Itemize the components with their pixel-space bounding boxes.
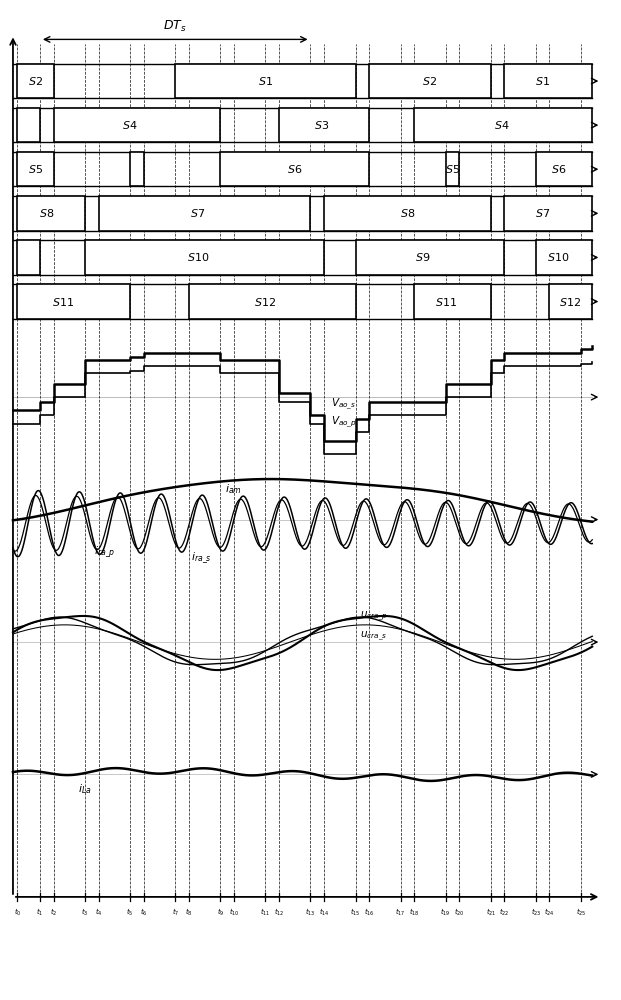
Bar xyxy=(504,196,592,231)
Bar xyxy=(99,196,310,231)
Text: $t_8$: $t_8$ xyxy=(185,907,193,918)
Bar xyxy=(446,152,460,186)
Bar xyxy=(17,196,85,231)
Bar xyxy=(17,64,53,98)
Text: $S4$: $S4$ xyxy=(122,119,138,131)
Bar xyxy=(414,108,592,142)
Text: $t_2$: $t_2$ xyxy=(50,907,57,918)
Text: $S5$: $S5$ xyxy=(445,163,460,175)
Text: $S1$: $S1$ xyxy=(258,75,273,87)
Text: $S12$: $S12$ xyxy=(255,296,276,308)
Text: $S9$: $S9$ xyxy=(415,251,431,263)
Bar xyxy=(414,284,491,319)
Text: $t_{25}$: $t_{25}$ xyxy=(576,907,586,918)
Text: $t_{21}$: $t_{21}$ xyxy=(486,907,496,918)
Bar xyxy=(536,240,592,275)
Text: $u_{cra\_s}$: $u_{cra\_s}$ xyxy=(360,630,388,643)
Bar xyxy=(175,64,356,98)
Text: $t_{22}$: $t_{22}$ xyxy=(499,907,510,918)
Text: $S11$: $S11$ xyxy=(435,296,457,308)
Bar xyxy=(504,64,592,98)
Text: $S3$: $S3$ xyxy=(314,119,329,131)
Text: $DT_s$: $DT_s$ xyxy=(163,19,187,34)
Text: $S6$: $S6$ xyxy=(287,163,302,175)
Text: $S2$: $S2$ xyxy=(422,75,437,87)
Bar xyxy=(53,108,220,142)
Text: $t_{13}$: $t_{13}$ xyxy=(305,907,316,918)
Text: $S6$: $S6$ xyxy=(551,163,566,175)
Text: $S12$: $S12$ xyxy=(559,296,581,308)
Text: $t_{14}$: $t_{14}$ xyxy=(319,907,329,918)
Text: $t_{11}$: $t_{11}$ xyxy=(260,907,271,918)
Bar xyxy=(189,284,356,319)
Text: $i_{La}$: $i_{La}$ xyxy=(78,782,92,796)
Bar xyxy=(324,196,491,231)
Text: $t_{23}$: $t_{23}$ xyxy=(530,907,541,918)
Text: $S11$: $S11$ xyxy=(52,296,74,308)
Text: $t_{12}$: $t_{12}$ xyxy=(274,907,284,918)
Bar xyxy=(17,152,53,186)
Text: $t_{16}$: $t_{16}$ xyxy=(364,907,374,918)
Text: $t_{19}$: $t_{19}$ xyxy=(440,907,451,918)
Text: $S8$: $S8$ xyxy=(400,207,415,219)
Text: $V_{ao\_p}$: $V_{ao\_p}$ xyxy=(331,415,356,430)
Text: $t_9$: $t_9$ xyxy=(217,907,224,918)
Text: $S4$: $S4$ xyxy=(494,119,510,131)
Text: $S7$: $S7$ xyxy=(190,207,206,219)
Text: $S1$: $S1$ xyxy=(535,75,550,87)
Text: $t_{17}$: $t_{17}$ xyxy=(396,907,406,918)
Bar xyxy=(356,240,504,275)
Text: $i_{am}$: $i_{am}$ xyxy=(225,482,242,496)
Bar xyxy=(130,152,143,186)
Text: $S8$: $S8$ xyxy=(39,207,55,219)
Text: $t_5$: $t_5$ xyxy=(127,907,134,918)
Bar xyxy=(369,64,491,98)
Bar xyxy=(279,108,369,142)
Bar xyxy=(220,152,369,186)
Bar xyxy=(17,284,130,319)
Bar xyxy=(17,240,40,275)
Text: $t_0$: $t_0$ xyxy=(14,907,21,918)
Text: $u_{cra\_p}$: $u_{cra\_p}$ xyxy=(360,610,388,623)
Bar xyxy=(550,284,592,319)
Text: $S10$: $S10$ xyxy=(547,251,569,263)
Text: $t_{20}$: $t_{20}$ xyxy=(454,907,465,918)
Text: $t_1$: $t_1$ xyxy=(37,907,43,918)
Text: $t_6$: $t_6$ xyxy=(140,907,148,918)
Text: $t_{24}$: $t_{24}$ xyxy=(544,907,555,918)
Text: $S10$: $S10$ xyxy=(186,251,209,263)
Text: $t_3$: $t_3$ xyxy=(81,907,89,918)
Text: $S2$: $S2$ xyxy=(28,75,43,87)
Bar xyxy=(85,240,324,275)
Text: $S7$: $S7$ xyxy=(535,207,550,219)
Bar xyxy=(536,152,592,186)
Text: $t_7$: $t_7$ xyxy=(171,907,179,918)
Bar xyxy=(17,108,40,142)
Text: $t_{15}$: $t_{15}$ xyxy=(350,907,361,918)
Text: $t_{10}$: $t_{10}$ xyxy=(229,907,239,918)
Text: $t_{18}$: $t_{18}$ xyxy=(409,907,420,918)
Text: $i_{ra\_s}$: $i_{ra\_s}$ xyxy=(191,551,212,566)
Text: $V_{ao\_s}$: $V_{ao\_s}$ xyxy=(331,397,356,412)
Text: $t_4$: $t_4$ xyxy=(95,907,102,918)
Text: $i_{ra\_p}$: $i_{ra\_p}$ xyxy=(94,544,116,560)
Text: $S5$: $S5$ xyxy=(28,163,43,175)
